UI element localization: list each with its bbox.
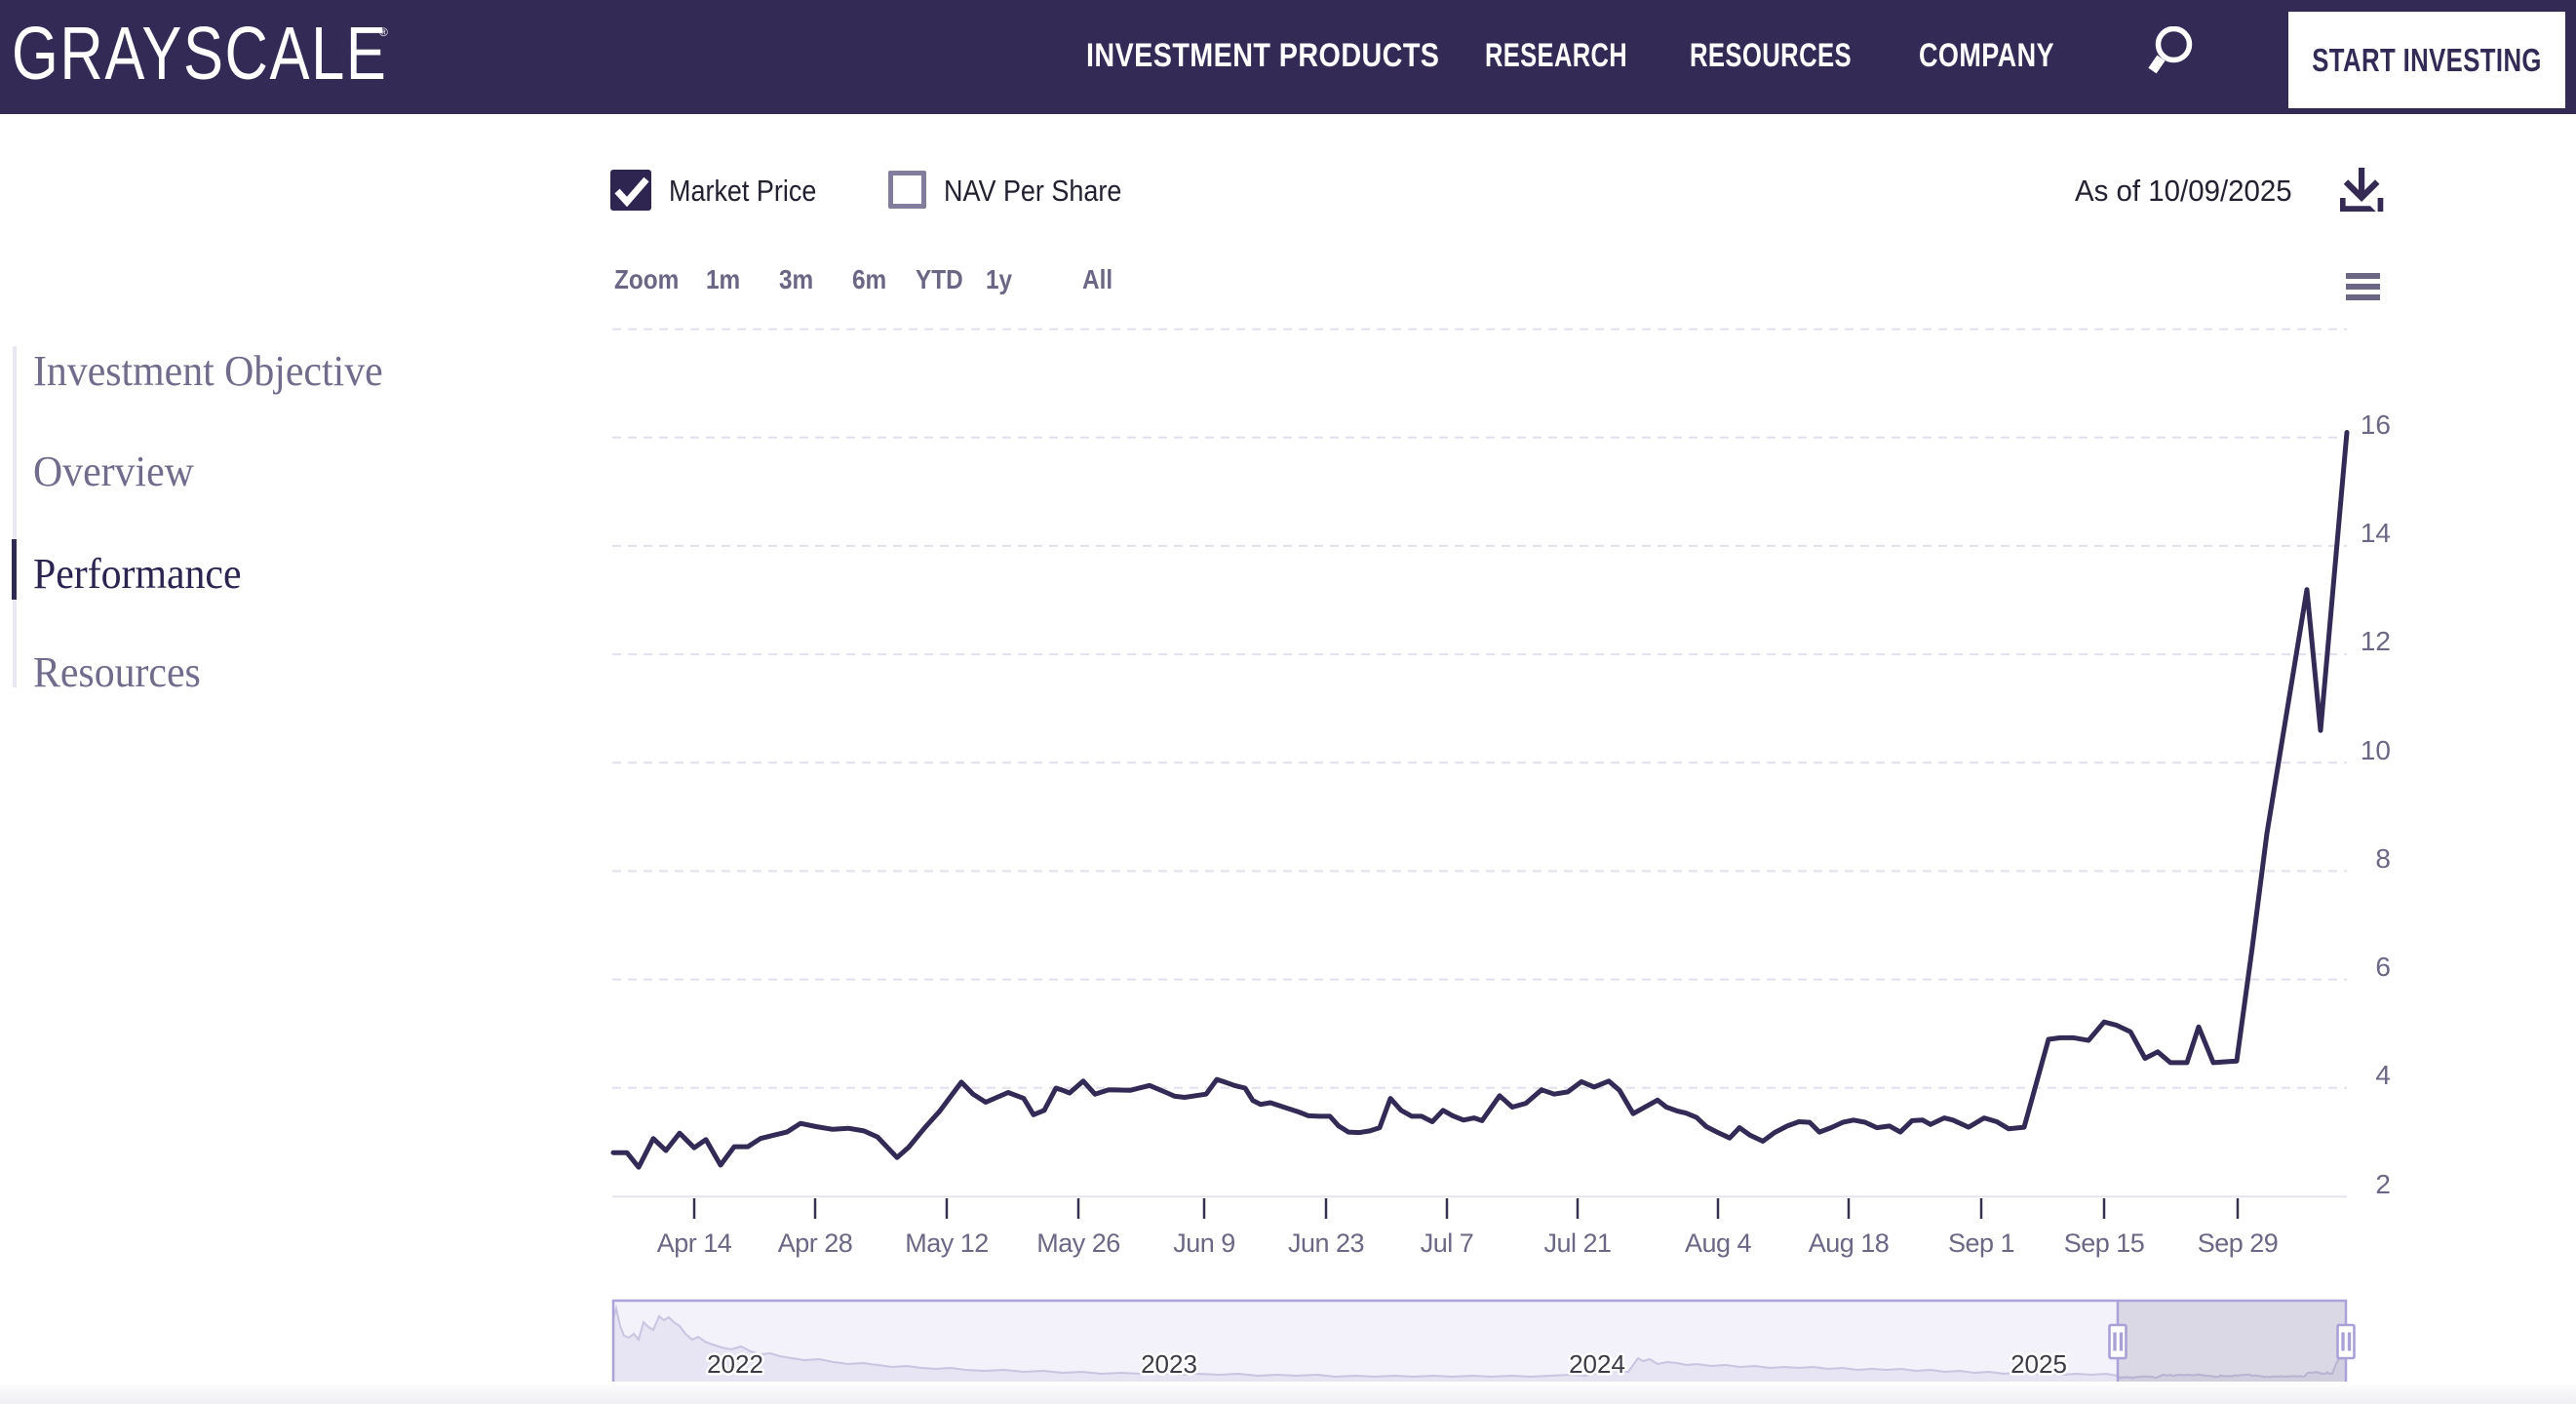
svg-text:Jul 21: Jul 21 <box>1543 1228 1611 1258</box>
svg-text:10: 10 <box>2361 735 2391 765</box>
svg-text:2025: 2025 <box>2010 1349 2067 1379</box>
svg-text:Apr 28: Apr 28 <box>778 1228 853 1258</box>
svg-text:Jul 7: Jul 7 <box>1421 1228 1474 1258</box>
svg-text:2024: 2024 <box>1569 1349 1625 1379</box>
svg-text:Aug 4: Aug 4 <box>1685 1228 1752 1258</box>
svg-text:Jun 23: Jun 23 <box>1288 1228 1364 1258</box>
svg-text:Apr 14: Apr 14 <box>657 1228 732 1258</box>
svg-text:12: 12 <box>2361 626 2391 656</box>
svg-text:Sep 29: Sep 29 <box>2198 1228 2279 1258</box>
svg-text:Jun 9: Jun 9 <box>1173 1228 1235 1258</box>
svg-text:2023: 2023 <box>1141 1349 1197 1379</box>
svg-text:May 26: May 26 <box>1036 1228 1120 1258</box>
svg-text:Sep 15: Sep 15 <box>2064 1228 2145 1258</box>
svg-text:8: 8 <box>2375 843 2391 874</box>
svg-text:6: 6 <box>2375 952 2391 982</box>
svg-text:Aug 18: Aug 18 <box>1809 1228 1890 1258</box>
svg-text:2022: 2022 <box>707 1349 763 1379</box>
svg-text:Sep 1: Sep 1 <box>1948 1228 2014 1258</box>
svg-text:2: 2 <box>2375 1169 2391 1199</box>
svg-text:May 12: May 12 <box>905 1228 989 1258</box>
svg-text:16: 16 <box>2361 410 2391 440</box>
svg-text:14: 14 <box>2361 518 2391 548</box>
svg-text:4: 4 <box>2375 1060 2391 1090</box>
